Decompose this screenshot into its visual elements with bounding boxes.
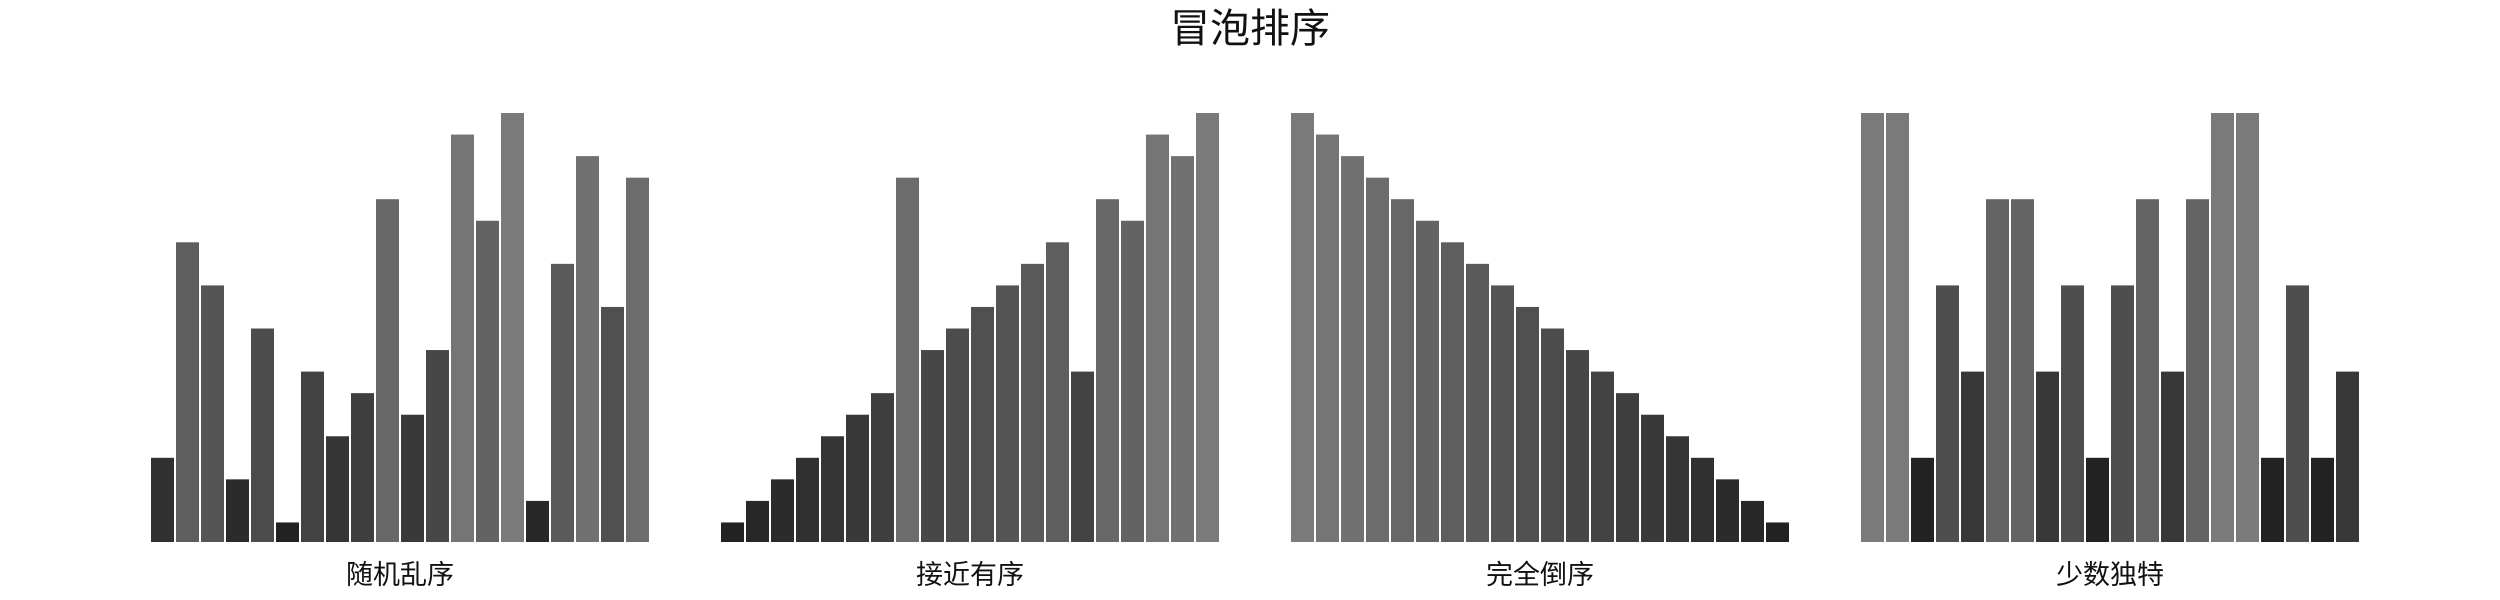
bar-panel4-10 (2084, 455, 2111, 544)
bar-panel4-13 (2159, 369, 2186, 544)
bar-panel2-20 (1194, 111, 1221, 544)
bar-panel1-19 (599, 304, 626, 545)
bar-panel1-8 (324, 434, 351, 544)
panel-label-2: 接近有序 (916, 560, 1024, 591)
bar-panel3-16 (1664, 434, 1691, 544)
bar-panel3-8 (1464, 261, 1491, 544)
bar-panel1-12 (424, 348, 451, 544)
bar-panel3-10 (1514, 304, 1541, 545)
bar-panel3-5 (1389, 197, 1416, 544)
bar-panel1-6 (274, 520, 301, 545)
panels-group: 随机乱序 接近有序 完全倒序 少数独特 (149, 111, 2361, 591)
bar-panel1-10 (374, 197, 401, 544)
panel-4: 少数独特 (1859, 111, 2361, 591)
bar-panel4-15 (2209, 111, 2236, 544)
bar-panel4-12 (2134, 197, 2161, 544)
bar-panel2-8 (894, 175, 921, 544)
bar-panel2-11 (969, 304, 996, 545)
bar-panel4-6 (1984, 197, 2011, 544)
bar-panel2-6 (844, 412, 871, 545)
bar-panel2-16 (1094, 197, 1121, 544)
bar-panel4-14 (2184, 197, 2211, 544)
bar-panel2-17 (1119, 218, 1146, 544)
bar-panel1-16 (524, 498, 551, 544)
bar-panel1-1 (149, 455, 176, 544)
bar-panel3-4 (1364, 175, 1391, 544)
bar-panel1-2 (174, 240, 201, 545)
bar-panel2-14 (1044, 240, 1071, 545)
bar-panel4-2 (1884, 111, 1911, 544)
chart-title: 冒泡排序 (1170, 6, 1330, 52)
bar-panel3-7 (1439, 240, 1466, 545)
panel-label-4: 少数独特 (2056, 560, 2164, 591)
bar-panel1-7 (299, 369, 326, 544)
bar-panel2-12 (994, 283, 1021, 544)
bar-panel2-19 (1169, 154, 1196, 544)
bar-panel4-18 (2284, 283, 2311, 544)
bar-panel3-12 (1564, 348, 1591, 544)
bar-panel2-3 (769, 477, 796, 545)
bar-panel3-11 (1539, 326, 1566, 544)
bar-panel3-18 (1714, 477, 1741, 545)
bar-panel3-2 (1314, 132, 1341, 545)
bar-panel1-5 (249, 326, 276, 544)
bar-panel2-1 (719, 520, 746, 545)
bar-panel1-4 (224, 477, 251, 545)
bar-panel3-19 (1739, 498, 1766, 544)
bar-panel4-4 (1934, 283, 1961, 544)
bar-panel3-9 (1489, 283, 1516, 544)
bar-panel2-5 (819, 434, 846, 544)
bar-panel3-17 (1689, 455, 1716, 544)
bar-panel1-17 (549, 261, 576, 544)
bar-panel2-7 (869, 391, 896, 544)
panel-1: 随机乱序 (149, 111, 651, 591)
bar-panel4-5 (1959, 369, 1986, 544)
bar-panel4-19 (2309, 455, 2336, 544)
bar-panel2-2 (744, 498, 771, 544)
bar-panel4-3 (1909, 455, 1936, 544)
panel-label-3: 完全倒序 (1486, 560, 1594, 591)
panel-3: 完全倒序 (1289, 111, 1791, 591)
bar-panel4-17 (2259, 455, 2286, 544)
bar-panel2-4 (794, 455, 821, 544)
bar-panel3-13 (1589, 369, 1616, 544)
bar-panel1-9 (349, 391, 376, 544)
bar-panel3-20 (1764, 520, 1791, 545)
bar-panel3-14 (1614, 391, 1641, 544)
bar-panel2-9 (919, 348, 946, 544)
bar-panel2-15 (1069, 369, 1096, 544)
bar-panel3-1 (1289, 111, 1316, 544)
bar-panel4-8 (2034, 369, 2061, 544)
bar-panel1-18 (574, 154, 601, 544)
panel-label-1: 随机乱序 (346, 560, 454, 591)
bar-panel3-15 (1639, 412, 1666, 545)
bar-panel1-15 (499, 111, 526, 544)
bar-panel3-6 (1414, 218, 1441, 544)
bar-panel1-3 (199, 283, 226, 544)
bar-panel1-14 (474, 218, 501, 544)
bar-panel2-13 (1019, 261, 1046, 544)
bar-panel1-20 (624, 175, 651, 544)
bar-panel1-11 (399, 412, 426, 545)
bar-panel2-10 (944, 326, 971, 544)
bar-panel4-16 (2234, 111, 2261, 544)
bar-panel4-9 (2059, 283, 2086, 544)
bar-panel4-1 (1859, 111, 1886, 544)
bar-panel4-11 (2109, 283, 2136, 544)
bar-panel4-7 (2009, 197, 2036, 544)
bar-panel2-18 (1144, 132, 1171, 545)
bar-panel1-13 (449, 132, 476, 545)
panel-2: 接近有序 (719, 111, 1221, 591)
bar-panel4-20 (2334, 369, 2361, 544)
bar-panel3-3 (1339, 154, 1366, 544)
